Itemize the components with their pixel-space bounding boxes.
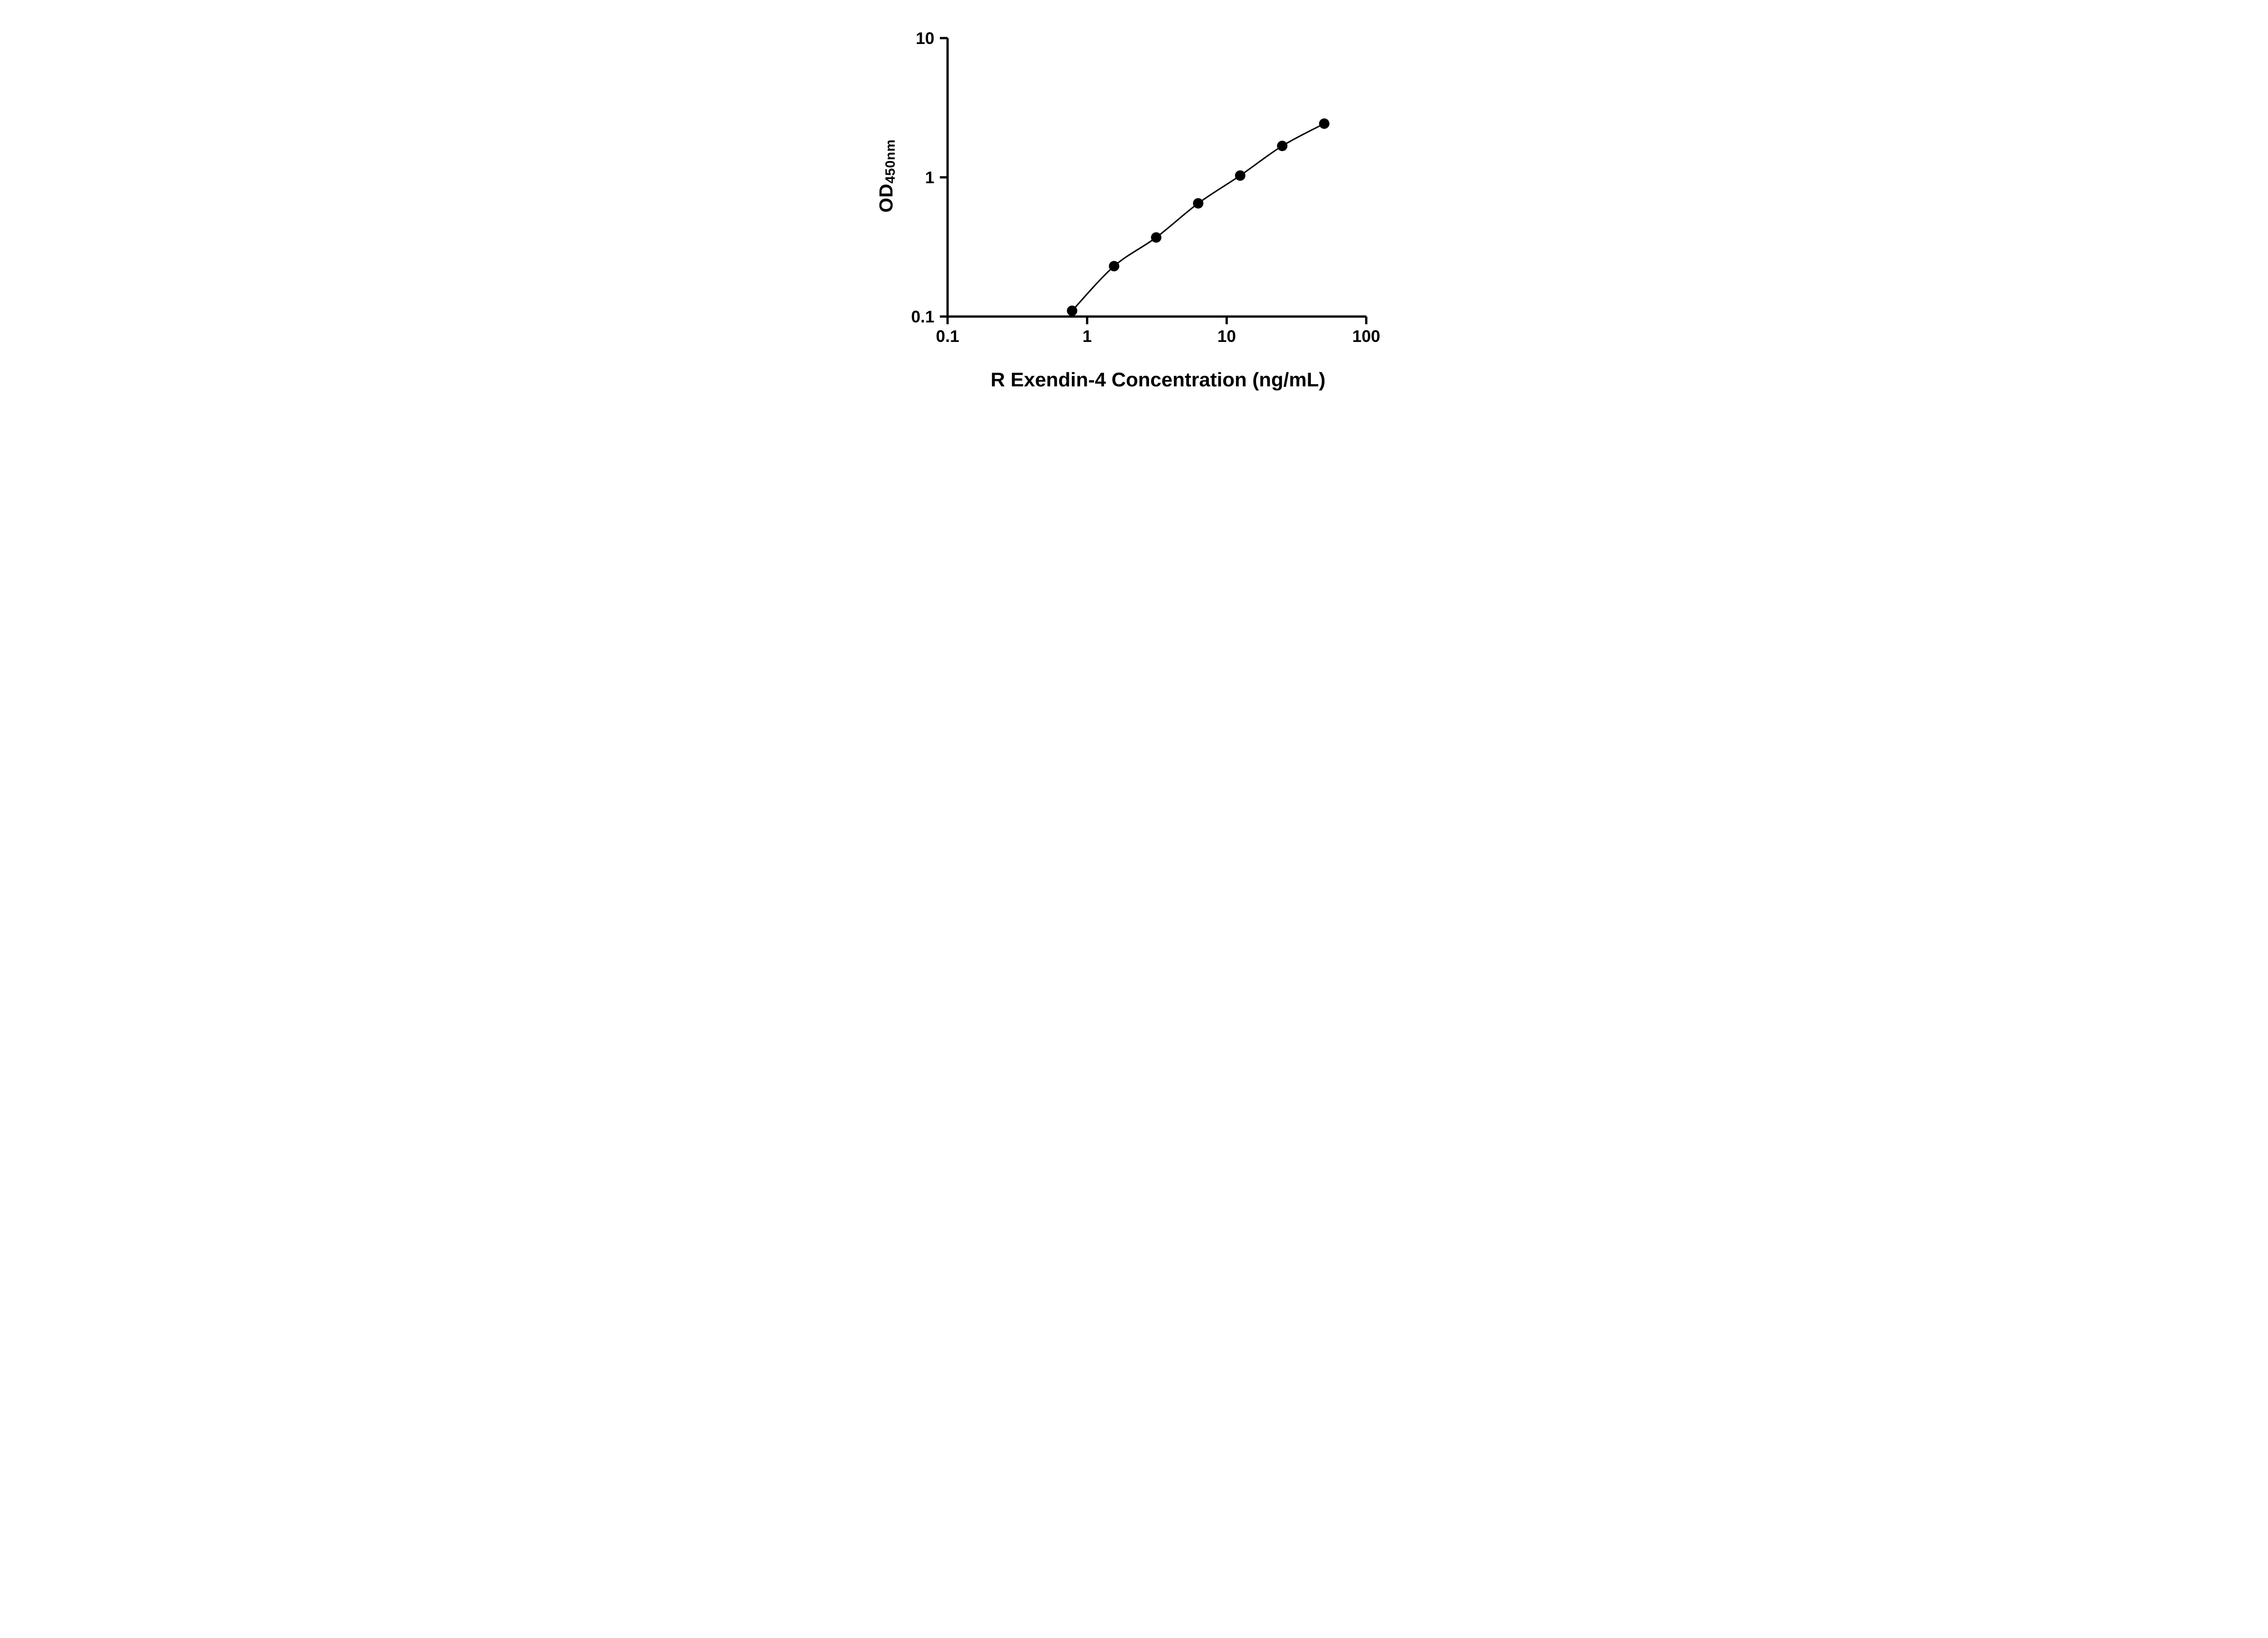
x-axis-label: R Exendin-4 Concentration (ng/mL) xyxy=(990,369,1326,391)
data-point xyxy=(1277,141,1288,151)
plot-area: 0.1 1 10 100 0.1 1 10 xyxy=(911,29,1380,346)
axis-lines xyxy=(946,38,1366,318)
y-tick-label: 0.1 xyxy=(911,307,934,326)
curve-line xyxy=(1071,123,1325,312)
data-point xyxy=(1067,305,1077,316)
x-tick-label: 10 xyxy=(1217,327,1236,346)
data-point xyxy=(1319,118,1330,129)
y-axis-label: OD450nm xyxy=(875,139,898,213)
x-tick-label: 100 xyxy=(1352,327,1380,346)
standard-curve-chart: 0.1 1 10 100 0.1 1 10 OD450nm R Exendin-4 Conc… xyxy=(848,0,1420,410)
data-point xyxy=(1193,198,1203,209)
y-tick-label: 1 xyxy=(925,168,934,187)
x-tick-label: 0.1 xyxy=(936,327,959,346)
data-point xyxy=(1235,170,1246,181)
y-axis-label-main: OD xyxy=(875,183,897,213)
data-point xyxy=(1151,232,1162,243)
x-tick-label: 1 xyxy=(1082,327,1092,346)
y-tick-label: 10 xyxy=(916,29,934,48)
y-axis-label-sub: 450nm xyxy=(883,139,898,184)
data-point xyxy=(1109,261,1119,272)
